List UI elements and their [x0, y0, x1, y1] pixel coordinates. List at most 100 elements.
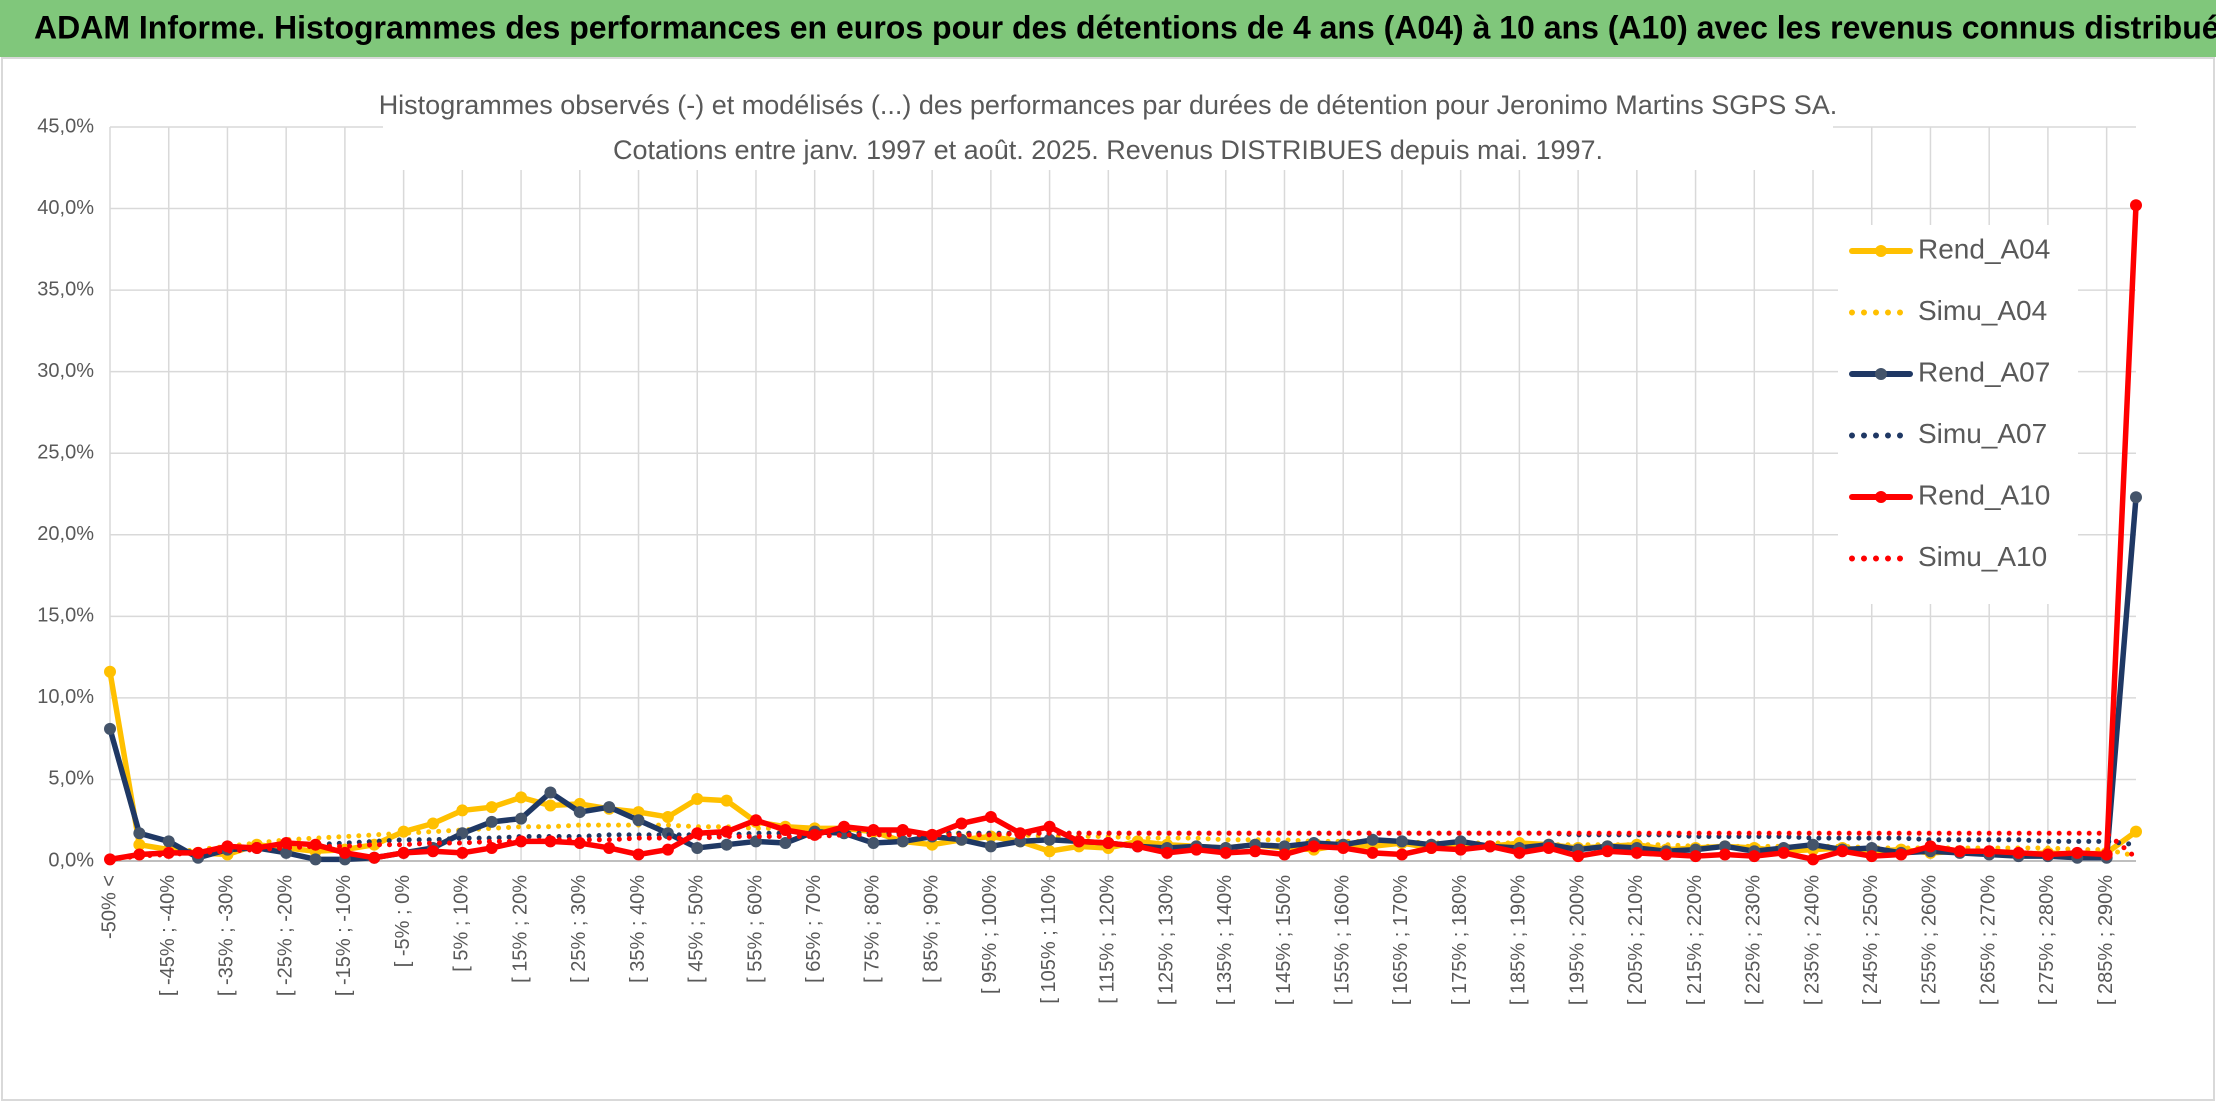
series-marker	[1102, 837, 1115, 850]
x-tick-label: [ 85% ; 90%	[920, 875, 942, 983]
x-tick-label: [ 95% ; 100%	[979, 875, 1001, 994]
series-marker	[573, 806, 586, 819]
header-band	[0, 0, 2216, 57]
series-marker	[1748, 850, 1761, 863]
series-marker	[779, 824, 792, 837]
series-marker	[867, 837, 880, 850]
series-marker	[1454, 843, 1467, 856]
series-marker	[1395, 835, 1408, 848]
series-marker	[544, 799, 557, 812]
x-tick-label: [ 15% ; 20%	[509, 875, 531, 983]
series-marker	[1953, 845, 1966, 858]
x-tick-label: [ 275% ; 280%	[2036, 875, 2058, 1005]
legend-label: Rend_A04	[1918, 233, 2050, 264]
series-marker	[1660, 848, 1673, 861]
series-line	[107, 494, 2139, 863]
y-tick-label: 35,0%	[37, 278, 94, 300]
x-tick-label: -50% <	[98, 875, 120, 939]
x-tick-label: [ 115% ; 120%	[1097, 875, 1119, 1004]
series-marker	[2100, 848, 2113, 861]
series-marker	[661, 810, 674, 823]
y-tick-label: 30,0%	[37, 360, 94, 382]
series-marker	[632, 848, 645, 861]
chart-title: Histogrammes observés (-) et modélisés (…	[379, 90, 1838, 120]
series-marker	[104, 665, 116, 678]
series-marker	[1983, 845, 1996, 858]
series-marker	[1807, 853, 1820, 866]
series-marker	[515, 791, 528, 804]
series-marker	[603, 841, 616, 854]
x-tick-label: [ 45% ; 50%	[686, 875, 708, 983]
chart-subtitle: Cotations entre janv. 1997 et août. 2025…	[613, 135, 1603, 165]
series-marker	[1366, 833, 1379, 846]
plot: Rend_A04 Simu_A04 Rend_A07 Simu_A07 Rend_A10…	[104, 199, 2142, 866]
series-marker	[1190, 843, 1203, 856]
chart-border	[1, 57, 2215, 1101]
x-tick-label: [ 135% ; 140%	[1214, 875, 1236, 1005]
x-tick-label: [ 5% ; 10%	[451, 875, 473, 972]
series-marker	[779, 837, 792, 850]
y-tick-label: 10,0%	[37, 686, 94, 708]
x-tick-label: [ 65% ; 70%	[803, 875, 825, 983]
title-backdrop	[383, 88, 1833, 170]
x-tick-label: [ 35% ; 40%	[627, 875, 649, 983]
x-tick-label: [ 185% ; 190%	[1508, 875, 1530, 1005]
header-title: ADAM Informe. Histogrammes des performan…	[34, 9, 2216, 45]
series-marker	[515, 812, 528, 825]
legend-marker	[1875, 491, 1887, 503]
y-tick-label: 20,0%	[37, 523, 94, 545]
series-marker	[1718, 848, 1731, 861]
series-marker	[1366, 846, 1379, 859]
legend-marker	[1875, 245, 1887, 257]
series-marker	[162, 835, 175, 848]
series-marker	[984, 840, 997, 853]
y-tick-label: 40,0%	[37, 197, 94, 219]
x-tick-label: [ -45% ; -40%	[157, 875, 179, 996]
series-marker	[544, 786, 557, 799]
series-marker	[2041, 848, 2054, 861]
series-marker	[1337, 841, 1350, 854]
y-tick-label: 5,0%	[48, 768, 94, 790]
series-marker	[1630, 846, 1643, 859]
series-line	[107, 202, 2139, 863]
x-tick-label: [ 195% ; 200%	[1566, 875, 1588, 1005]
series-marker	[984, 810, 997, 823]
y-tick-label: 0,0%	[48, 849, 94, 871]
series-marker	[1278, 848, 1291, 861]
series-marker	[456, 804, 469, 817]
y-tick-label: 45,0%	[37, 115, 94, 137]
y-tick-label: 15,0%	[37, 605, 94, 627]
series-marker	[1689, 850, 1702, 863]
series-marker	[309, 853, 322, 866]
series-marker	[720, 838, 733, 851]
legend-box	[1838, 225, 2078, 604]
series-marker	[1307, 840, 1320, 853]
legend-label: Rend_A10	[1918, 479, 2050, 510]
series-marker	[926, 828, 939, 841]
series-marker	[1072, 835, 1085, 848]
series-marker	[838, 820, 851, 833]
series-marker	[2071, 846, 2084, 859]
x-tick-label: [ 235% ; 240%	[1801, 875, 1823, 1005]
series-marker	[1542, 841, 1555, 854]
legend-label: Simu_A07	[1918, 418, 2047, 449]
series-marker	[485, 815, 498, 828]
series-marker	[1131, 840, 1144, 853]
series-marker	[896, 835, 909, 848]
series-marker	[1572, 850, 1585, 863]
series-marker	[133, 838, 146, 851]
series-marker	[397, 846, 410, 859]
series-marker	[133, 827, 146, 840]
series-marker	[1601, 845, 1614, 858]
x-tick-label: [ 205% ; 210%	[1625, 875, 1647, 1005]
series-marker	[1807, 838, 1820, 851]
series-marker	[1219, 846, 1232, 859]
series-marker	[691, 793, 704, 806]
series-marker	[1043, 820, 1056, 833]
x-tick-label: [ 215% ; 220%	[1684, 875, 1706, 1005]
x-tick-label: [ 25% ; 30%	[568, 875, 590, 983]
legend-label: Rend_A07	[1918, 356, 2050, 387]
series-marker	[955, 817, 968, 830]
series-marker	[2012, 846, 2025, 859]
